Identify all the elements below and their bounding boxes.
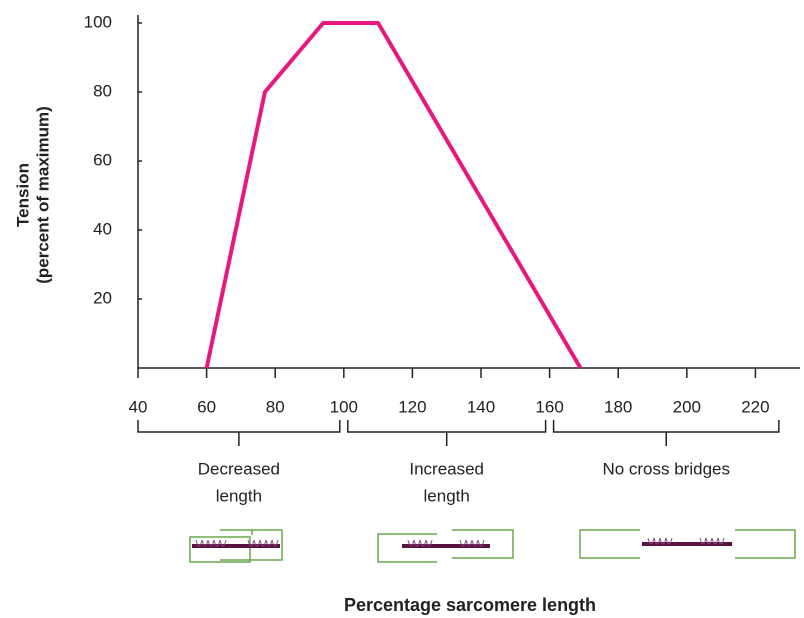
sarcomere-icon (189, 529, 283, 563)
x-tick-label: 140 (467, 397, 495, 416)
y-axis-title: Tension (13, 163, 32, 227)
sarcomere-icon (579, 529, 796, 559)
x-tick-label: 80 (266, 397, 285, 416)
y-tick-label: 20 (93, 288, 112, 307)
x-tick-label: 160 (535, 397, 563, 416)
x-tick-label: 220 (741, 397, 769, 416)
x-tick-label: 180 (604, 397, 632, 416)
sarcomere-icon (377, 529, 514, 563)
region-label: Decreased (198, 459, 280, 478)
region-label: Increased (409, 459, 484, 478)
region-label: No cross bridges (602, 459, 730, 478)
bracket (137, 420, 341, 446)
x-tick-label: 60 (197, 397, 216, 416)
region-label: length (216, 486, 262, 505)
line (204, 21, 583, 370)
region-label: length (424, 486, 470, 505)
y-axis-title: (percent of maximum) (33, 106, 52, 284)
x-axis-title: Percentage sarcomere length (344, 595, 596, 615)
bracket (552, 420, 780, 446)
bracket (347, 420, 547, 446)
x-tick-label: 200 (673, 397, 701, 416)
x-tick-label: 120 (398, 397, 426, 416)
x-tick-label: 100 (330, 397, 358, 416)
y-tick-label: 100 (84, 12, 112, 31)
y-tick-label: 60 (93, 150, 112, 169)
y-tick-label: 40 (93, 219, 112, 238)
y-tick-label: 80 (93, 81, 112, 100)
x-tick-label: 40 (129, 397, 148, 416)
